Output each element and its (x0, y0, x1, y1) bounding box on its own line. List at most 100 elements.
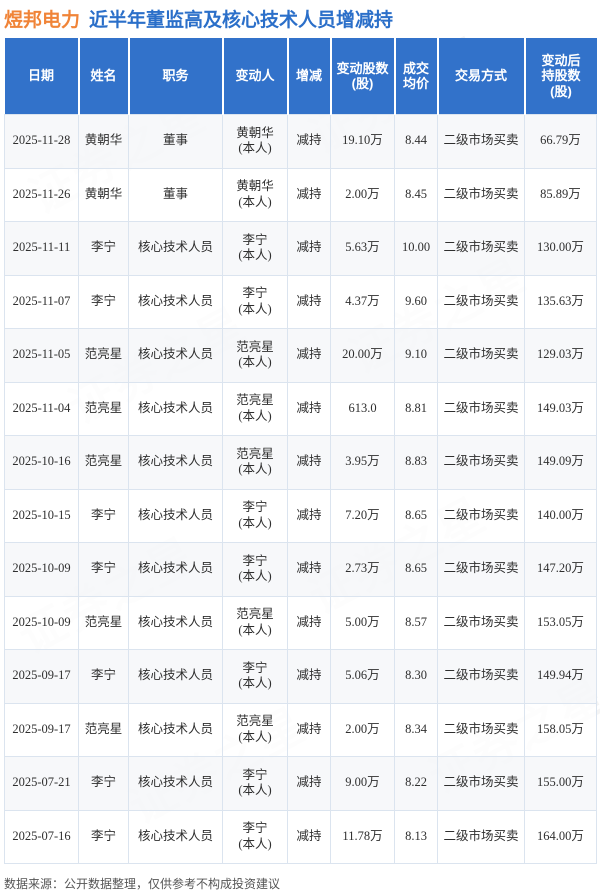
cell-method: 二级市场买卖 (437, 702, 525, 757)
col-header-date[interactable]: 日期 (4, 38, 80, 115)
cell-shares: 5.06万 (330, 649, 395, 704)
person-relation: (本人) (238, 729, 272, 744)
cell-shares: 2.00万 (330, 702, 395, 757)
cell-title: 核心技术人员 (128, 435, 223, 490)
person-name: 范亮星 (236, 714, 274, 729)
table-row[interactable]: 2025-10-09 李宁 核心技术人员 李宁 (本人) 减持 2.73万 8.65 二级市场买… (4, 542, 597, 597)
cell-date: 2025-11-26 (4, 167, 79, 222)
cell-price: 10.00 (394, 221, 438, 276)
person-name: 李宁 (242, 286, 268, 301)
cell-name: 黄朝华 (78, 114, 129, 169)
cell-shares: 5.00万 (330, 595, 395, 650)
table-row[interactable]: 2025-11-07 李宁 核心技术人员 李宁 (本人) 减持 4.37万 9.60 二级市场买… (4, 274, 597, 329)
cell-after: 85.89万 (524, 167, 597, 222)
col-header-method[interactable]: 交易方式 (437, 38, 526, 115)
cell-name: 范亮星 (78, 702, 129, 757)
cell-after: 149.03万 (524, 381, 597, 436)
cell-date: 2025-10-09 (4, 542, 79, 597)
cell-shares: 613.0 (330, 381, 395, 436)
cell-name: 李宁 (78, 809, 129, 864)
cell-price: 9.60 (394, 274, 438, 329)
cell-method: 二级市场买卖 (437, 435, 525, 490)
col-header-name[interactable]: 姓名 (78, 38, 130, 115)
cell-name: 范亮星 (78, 435, 129, 490)
table-row[interactable]: 2025-10-16 范亮星 核心技术人员 范亮星 (本人) 减持 3.95万 8.83 二级市… (4, 435, 597, 490)
cell-date: 2025-09-17 (4, 702, 79, 757)
cell-method: 二级市场买卖 (437, 328, 525, 383)
cell-name: 李宁 (78, 756, 129, 811)
cell-title: 核心技术人员 (128, 756, 223, 811)
cell-date: 2025-11-11 (4, 221, 79, 276)
table-row[interactable]: 2025-07-21 李宁 核心技术人员 李宁 (本人) 减持 9.00万 8.22 二级市场买… (4, 756, 597, 811)
cell-date: 2025-11-07 (4, 274, 79, 329)
person-name: 李宁 (242, 767, 268, 782)
cell-title: 核心技术人员 (128, 274, 223, 329)
cell-shares: 7.20万 (330, 488, 395, 543)
col-header-shares[interactable]: 变动股数 (股) (330, 38, 396, 115)
cell-title: 核心技术人员 (128, 328, 223, 383)
cell-after: 140.00万 (524, 488, 597, 543)
cell-title: 董事 (128, 167, 223, 222)
table-row[interactable]: 2025-10-09 范亮星 核心技术人员 范亮星 (本人) 减持 5.00万 8.57 二级市… (4, 595, 597, 650)
table-row[interactable]: 2025-11-26 黄朝华 董事 黄朝华 (本人) 减持 2.00万 8.45 二级市场买卖 8… (4, 167, 597, 222)
cell-person: 李宁 (本人) (222, 756, 288, 811)
col-header-price[interactable]: 成交 均价 (394, 38, 439, 115)
table-body: 2025-11-28 黄朝华 董事 黄朝华 (本人) 减持 19.10万 8.44 二级市场买卖… (4, 114, 597, 864)
cell-change: 减持 (287, 435, 331, 490)
table-container: 日期 姓名 职务 变动人 增减 变动股数 (股) 成交 均价 交易方式 变动后 … (0, 38, 600, 864)
col-header-change[interactable]: 增减 (287, 38, 332, 115)
cell-person: 李宁 (本人) (222, 649, 288, 704)
cell-name: 李宁 (78, 221, 129, 276)
cell-method: 二级市场买卖 (437, 756, 525, 811)
col-header-after[interactable]: 变动后 持股数 (股) (524, 38, 597, 115)
col-header-price-line2: 均价 (402, 76, 429, 91)
table-row[interactable]: 2025-11-11 李宁 核心技术人员 李宁 (本人) 减持 5.63万 10.00 二级市场… (4, 221, 597, 276)
table-row[interactable]: 2025-09-17 李宁 核心技术人员 李宁 (本人) 减持 5.06万 8.30 二级市场买… (4, 649, 597, 704)
cell-name: 范亮星 (78, 328, 129, 383)
cell-title: 核心技术人员 (128, 542, 223, 597)
cell-name: 李宁 (78, 542, 129, 597)
table-row[interactable]: 2025-09-17 范亮星 核心技术人员 范亮星 (本人) 减持 2.00万 8.34 二级市… (4, 702, 597, 757)
cell-title: 核心技术人员 (128, 809, 223, 864)
table-row[interactable]: 2025-11-28 黄朝华 董事 黄朝华 (本人) 减持 19.10万 8.44 二级市场买卖… (4, 114, 597, 169)
cell-price: 9.10 (394, 328, 438, 383)
data-source-note: 数据来源：公开数据整理，仅供参考不构成投资建议 (4, 877, 281, 891)
table-row[interactable]: 2025-11-04 范亮星 核心技术人员 范亮星 (本人) 减持 613.0 8.81 二级市… (4, 381, 597, 436)
table-row[interactable]: 2025-07-16 李宁 核心技术人员 李宁 (本人) 减持 11.78万 8.13 二级市场… (4, 809, 597, 864)
col-header-person[interactable]: 变动人 (222, 38, 289, 115)
cell-person: 黄朝华 (本人) (222, 114, 288, 169)
cell-price: 8.13 (394, 809, 438, 864)
cell-price: 8.83 (394, 435, 438, 490)
person-name: 李宁 (242, 821, 268, 836)
cell-name: 黄朝华 (78, 167, 129, 222)
table-row[interactable]: 2025-10-15 李宁 核心技术人员 李宁 (本人) 减持 7.20万 8.65 二级市场买… (4, 488, 597, 543)
cell-shares: 9.00万 (330, 756, 395, 811)
cell-price: 8.65 (394, 488, 438, 543)
cell-person: 黄朝华 (本人) (222, 167, 288, 222)
cell-price: 8.30 (394, 649, 438, 704)
cell-after: 164.00万 (524, 809, 597, 864)
cell-change: 减持 (287, 381, 331, 436)
cell-shares: 2.73万 (330, 542, 395, 597)
person-name: 李宁 (242, 660, 268, 675)
cell-after: 153.05万 (524, 595, 597, 650)
person-name: 李宁 (242, 232, 268, 247)
cell-method: 二级市场买卖 (437, 809, 525, 864)
cell-method: 二级市场买卖 (437, 221, 525, 276)
cell-shares: 3.95万 (330, 435, 395, 490)
person-name: 李宁 (242, 553, 268, 568)
person-relation: (本人) (238, 141, 272, 156)
cell-method: 二级市场买卖 (437, 595, 525, 650)
table-row[interactable]: 2025-11-05 范亮星 核心技术人员 范亮星 (本人) 减持 20.00万 9.10 二级… (4, 328, 597, 383)
table-header-row: 日期 姓名 职务 变动人 增减 变动股数 (股) 成交 均价 交易方式 变动后 … (4, 38, 597, 115)
cell-change: 减持 (287, 221, 331, 276)
cell-date: 2025-07-21 (4, 756, 79, 811)
col-header-title[interactable]: 职务 (128, 38, 224, 115)
cell-title: 核心技术人员 (128, 221, 223, 276)
cell-date: 2025-09-17 (4, 649, 79, 704)
cell-after: 130.00万 (524, 221, 597, 276)
cell-date: 2025-11-28 (4, 114, 79, 169)
cell-change: 减持 (287, 274, 331, 329)
cell-person: 范亮星 (本人) (222, 702, 288, 757)
cell-after: 149.94万 (524, 649, 597, 704)
